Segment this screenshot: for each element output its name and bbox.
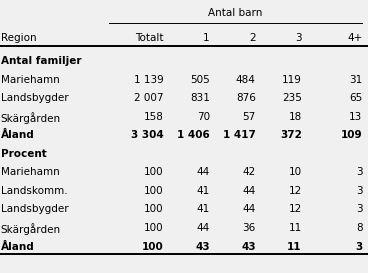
Text: 100: 100 [144, 186, 164, 196]
Text: 831: 831 [190, 93, 210, 103]
Text: 3: 3 [356, 204, 362, 215]
Text: 100: 100 [144, 223, 164, 233]
Text: 3: 3 [356, 167, 362, 177]
Text: Skärgården: Skärgården [1, 112, 61, 124]
Text: 41: 41 [197, 204, 210, 215]
Text: Totalt: Totalt [135, 33, 164, 43]
Text: 44: 44 [197, 167, 210, 177]
Text: Region: Region [1, 33, 36, 43]
Text: 8: 8 [356, 223, 362, 233]
Text: 31: 31 [349, 75, 362, 85]
Text: 158: 158 [144, 112, 164, 122]
Text: 3: 3 [295, 33, 302, 43]
Text: 44: 44 [197, 223, 210, 233]
Text: 43: 43 [195, 242, 210, 252]
Text: 876: 876 [236, 93, 256, 103]
Text: Åland: Åland [1, 130, 35, 140]
Text: 3: 3 [355, 242, 362, 252]
Text: 505: 505 [190, 75, 210, 85]
Text: 372: 372 [280, 130, 302, 140]
Text: 1 406: 1 406 [177, 130, 210, 140]
Text: 44: 44 [243, 204, 256, 215]
Text: 109: 109 [341, 130, 362, 140]
Text: 484: 484 [236, 75, 256, 85]
Text: 18: 18 [289, 112, 302, 122]
Text: 235: 235 [282, 93, 302, 103]
Text: 3 304: 3 304 [131, 130, 164, 140]
Text: 3: 3 [356, 186, 362, 196]
Text: Mariehamn: Mariehamn [1, 75, 60, 85]
Text: 1 417: 1 417 [223, 130, 256, 140]
Text: 65: 65 [349, 93, 362, 103]
Text: 4+: 4+ [347, 33, 362, 43]
Text: 11: 11 [287, 242, 302, 252]
Text: 44: 44 [243, 186, 256, 196]
Text: 13: 13 [349, 112, 362, 122]
Text: 119: 119 [282, 75, 302, 85]
Text: Landsbygder: Landsbygder [1, 204, 68, 215]
Text: Antal barn: Antal barn [208, 8, 263, 18]
Text: 57: 57 [243, 112, 256, 122]
Text: 12: 12 [289, 204, 302, 215]
Text: 42: 42 [243, 167, 256, 177]
Text: 10: 10 [289, 167, 302, 177]
Text: Procent: Procent [1, 149, 46, 159]
Text: Mariehamn: Mariehamn [1, 167, 60, 177]
Text: Skärgården: Skärgården [1, 223, 61, 235]
Text: Landskomm.: Landskomm. [1, 186, 67, 196]
Text: 100: 100 [144, 167, 164, 177]
Text: 2: 2 [249, 33, 256, 43]
Text: 70: 70 [197, 112, 210, 122]
Text: 41: 41 [197, 186, 210, 196]
Text: 1 139: 1 139 [134, 75, 164, 85]
Text: Landsbygder: Landsbygder [1, 93, 68, 103]
Text: 2 007: 2 007 [134, 93, 164, 103]
Text: 100: 100 [144, 204, 164, 215]
Text: Åland: Åland [1, 242, 35, 252]
Text: Antal familjer: Antal familjer [1, 56, 81, 66]
Text: 11: 11 [289, 223, 302, 233]
Text: 12: 12 [289, 186, 302, 196]
Text: 36: 36 [243, 223, 256, 233]
Text: 100: 100 [142, 242, 164, 252]
Text: 43: 43 [241, 242, 256, 252]
Text: 1: 1 [203, 33, 210, 43]
